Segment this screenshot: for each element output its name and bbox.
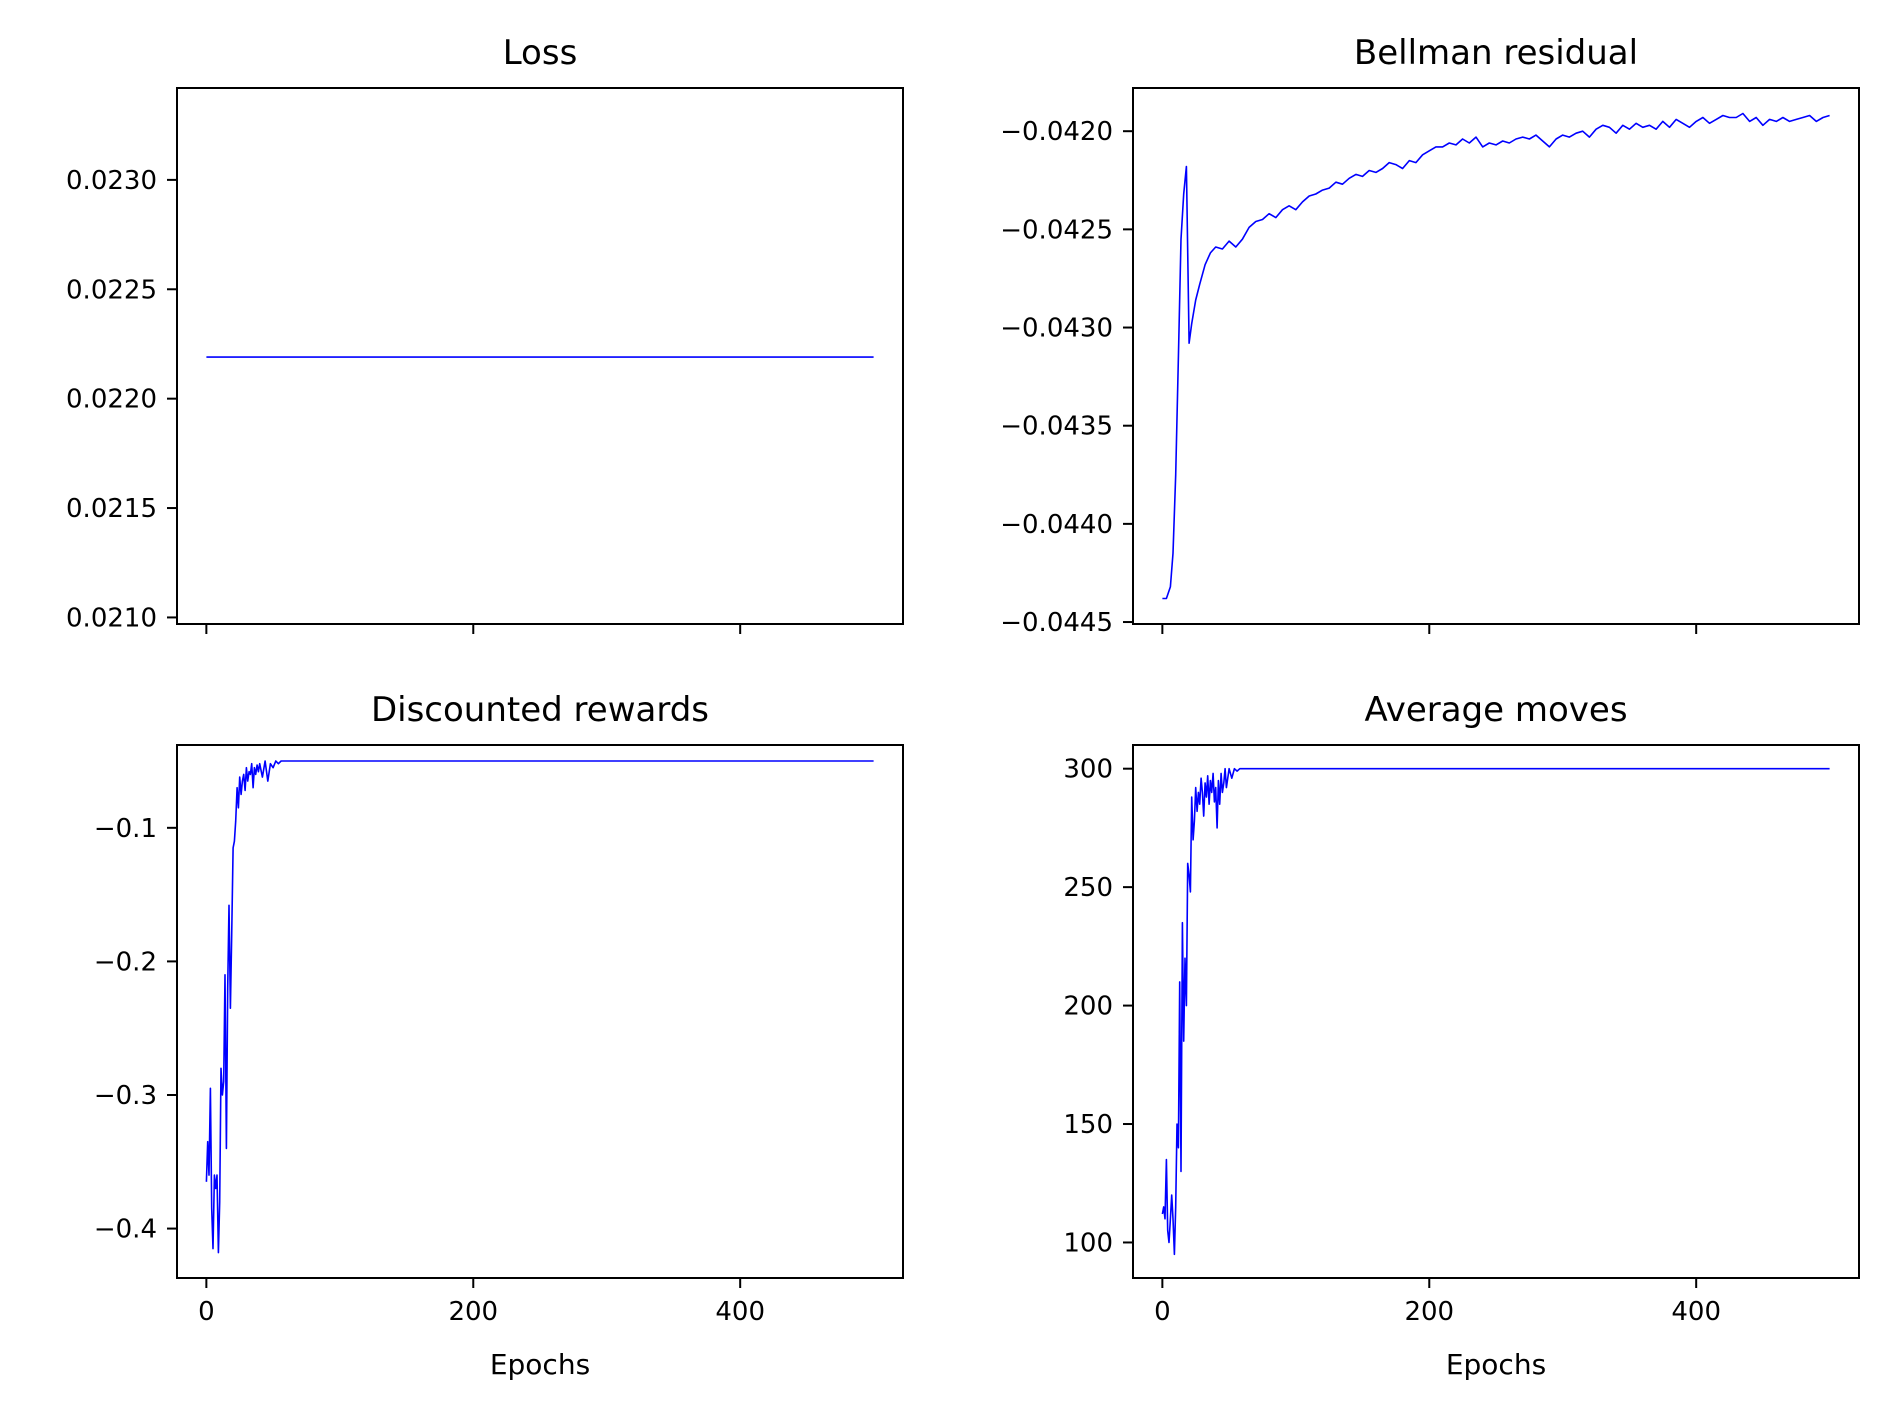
y-tick-label: 100 bbox=[1063, 1228, 1113, 1258]
subplot-1: Loss 0.0210 0.0215 0.0220 0.0225 0.0230 bbox=[66, 33, 904, 634]
subplot-title: Loss bbox=[503, 33, 578, 73]
y-tick-label: −0.4 bbox=[94, 1215, 157, 1245]
x-tick-label: 400 bbox=[715, 1297, 765, 1327]
y-tick-label: 0.0210 bbox=[66, 603, 157, 633]
series-line bbox=[1162, 112, 1830, 600]
axes-frame bbox=[1132, 744, 1860, 1279]
subplot-4: Average moves 0 200 400 100 150 200 250 300 Epoch… bbox=[1063, 690, 1860, 1381]
y-tick-label: 0.0225 bbox=[66, 275, 157, 305]
subplot-title: Bellman residual bbox=[1354, 33, 1638, 73]
subplot-title: Average moves bbox=[1364, 690, 1627, 730]
subplot-title: Discounted rewards bbox=[371, 690, 709, 730]
y-tick-label: −0.3 bbox=[94, 1081, 157, 1111]
axes-frame bbox=[176, 744, 904, 1279]
y-tick-label: −0.1 bbox=[94, 814, 157, 844]
y-tick-label: −0.0420 bbox=[1000, 117, 1113, 147]
y-tick-label: −0.0445 bbox=[1000, 608, 1113, 638]
subplot-2: Bellman residual −0.0445 −0.0440 −0.0435 −0.… bbox=[1000, 33, 1860, 638]
x-axis-label: Epochs bbox=[1446, 1348, 1546, 1381]
x-tick-label: 200 bbox=[1404, 1297, 1454, 1327]
y-tick-label: 0.0220 bbox=[66, 385, 157, 415]
series-line bbox=[1161, 767, 1830, 1256]
x-tick-label: 400 bbox=[1671, 1297, 1721, 1327]
axes-frame bbox=[1132, 87, 1860, 625]
y-tick-label: −0.0440 bbox=[1000, 510, 1113, 540]
y-tick-label: −0.0435 bbox=[1000, 412, 1113, 442]
y-tick-label: 250 bbox=[1063, 873, 1113, 903]
x-axis-label: Epochs bbox=[490, 1348, 590, 1381]
axes-frame bbox=[176, 87, 904, 625]
x-tick-label: 0 bbox=[198, 1297, 215, 1327]
subplot-3: Discounted rewards 0 200 400 −0.4 −0.3 −0.2 −0.… bbox=[94, 690, 904, 1381]
x-tick-label: 200 bbox=[448, 1297, 498, 1327]
y-tick-label: 0.0215 bbox=[66, 494, 157, 524]
y-tick-label: 200 bbox=[1063, 992, 1113, 1022]
y-tick-label: 150 bbox=[1063, 1110, 1113, 1140]
y-tick-label: 300 bbox=[1063, 755, 1113, 785]
y-tick-label: −0.2 bbox=[94, 947, 157, 977]
x-tick-label: 0 bbox=[1154, 1297, 1171, 1327]
y-tick-label: −0.0425 bbox=[1000, 215, 1113, 245]
y-tick-label: 0.0230 bbox=[66, 166, 157, 196]
series-line bbox=[205, 760, 874, 1254]
y-tick-label: −0.0430 bbox=[1000, 314, 1113, 344]
